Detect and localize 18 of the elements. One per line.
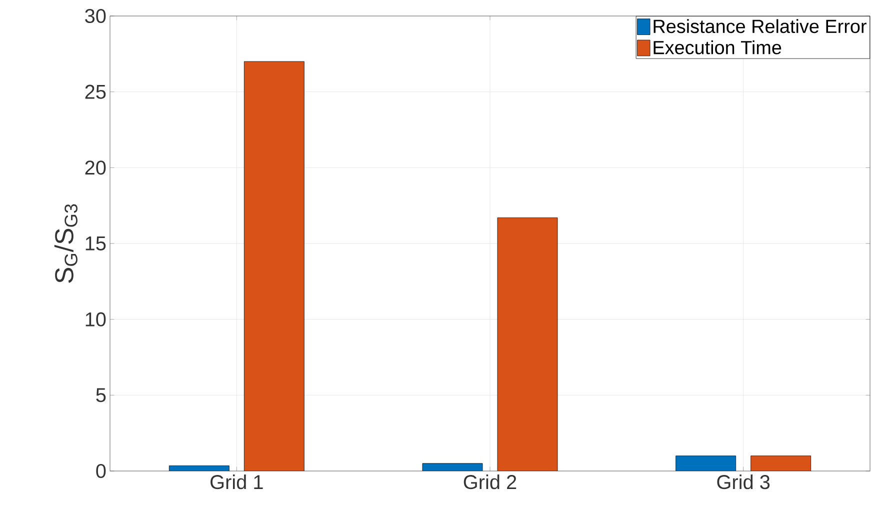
y-tick-label: 0 xyxy=(96,464,106,478)
y-tick-label: 20 xyxy=(85,160,106,175)
y-tick-label: 30 xyxy=(85,8,106,24)
x-tick-label: Grid 1 xyxy=(210,474,263,490)
y-tick-label: 25 xyxy=(85,84,106,99)
bar xyxy=(676,456,736,471)
x-tick-label: Grid 3 xyxy=(717,474,770,490)
legend-label: Execution Time xyxy=(654,40,782,54)
y-tick-label: 5 xyxy=(96,388,106,402)
bar xyxy=(244,61,304,471)
x-tick-label: Grid 2 xyxy=(464,474,516,490)
bar xyxy=(422,463,483,471)
y-tick-label: 10 xyxy=(86,312,106,326)
bar xyxy=(497,218,558,471)
y-axis-title: S$_{G}$/S$_{G3}$ xyxy=(54,204,78,283)
legend-label: Resistance Relative Error xyxy=(654,19,866,34)
bar xyxy=(750,456,812,471)
y-tick-label: 15 xyxy=(86,236,106,250)
